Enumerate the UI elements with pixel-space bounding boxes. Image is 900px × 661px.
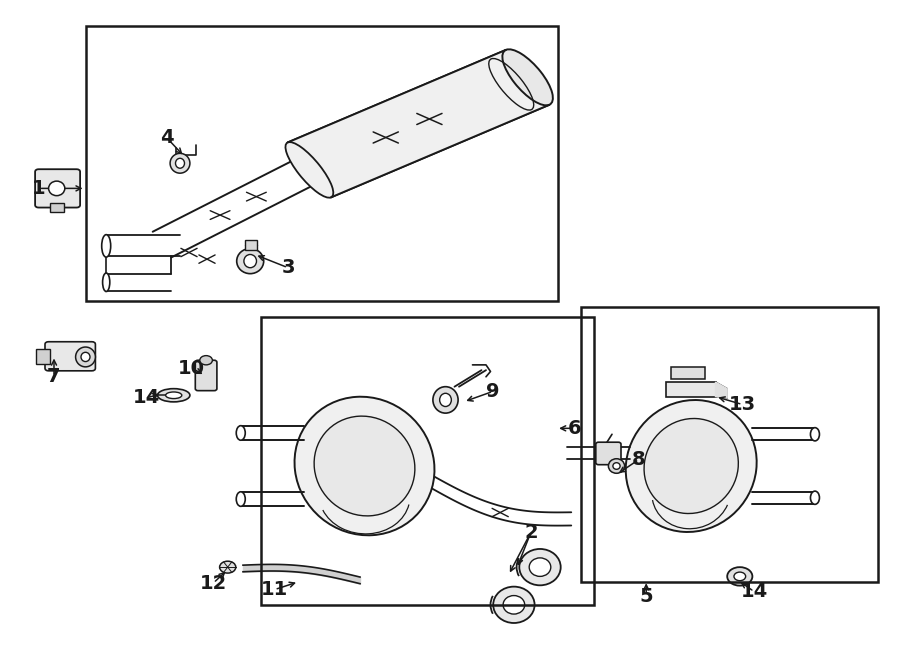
Ellipse shape <box>608 459 625 473</box>
Polygon shape <box>288 50 549 198</box>
Ellipse shape <box>200 356 212 365</box>
Polygon shape <box>716 382 727 398</box>
Bar <box>580 307 878 582</box>
Bar <box>245 240 257 250</box>
Text: 10: 10 <box>178 359 205 377</box>
Text: 5: 5 <box>639 587 653 605</box>
Ellipse shape <box>49 181 65 196</box>
Ellipse shape <box>285 142 333 198</box>
FancyBboxPatch shape <box>45 342 95 371</box>
Text: 12: 12 <box>200 574 227 592</box>
Ellipse shape <box>103 273 110 292</box>
Ellipse shape <box>493 587 535 623</box>
Ellipse shape <box>502 50 553 105</box>
Ellipse shape <box>170 153 190 173</box>
Ellipse shape <box>503 596 525 614</box>
Ellipse shape <box>433 387 458 413</box>
Bar <box>50 203 64 212</box>
Text: 4: 4 <box>159 128 174 147</box>
Text: 1: 1 <box>32 179 46 198</box>
Ellipse shape <box>294 397 435 535</box>
Bar <box>36 349 50 364</box>
Ellipse shape <box>176 159 184 168</box>
FancyBboxPatch shape <box>195 360 217 391</box>
FancyBboxPatch shape <box>35 169 80 208</box>
FancyBboxPatch shape <box>596 442 621 465</box>
Text: 9: 9 <box>487 382 500 401</box>
Ellipse shape <box>727 567 752 586</box>
Ellipse shape <box>236 492 245 506</box>
Ellipse shape <box>810 491 819 504</box>
Text: 6: 6 <box>567 419 581 438</box>
Ellipse shape <box>519 549 561 586</box>
Circle shape <box>220 561 236 573</box>
Text: 11: 11 <box>261 580 288 599</box>
Text: 7: 7 <box>47 368 61 386</box>
Ellipse shape <box>626 400 757 532</box>
Bar <box>670 367 705 379</box>
Ellipse shape <box>529 558 551 576</box>
Ellipse shape <box>166 392 182 399</box>
Ellipse shape <box>810 428 819 441</box>
Text: 14: 14 <box>741 582 768 601</box>
Ellipse shape <box>314 416 415 516</box>
Text: 13: 13 <box>729 395 756 414</box>
Bar <box>86 26 558 301</box>
Bar <box>261 317 594 605</box>
Ellipse shape <box>734 572 745 580</box>
Text: 8: 8 <box>632 450 646 469</box>
Ellipse shape <box>237 249 264 274</box>
Ellipse shape <box>244 254 256 268</box>
Text: 14: 14 <box>133 389 160 407</box>
Ellipse shape <box>76 347 95 367</box>
Ellipse shape <box>613 463 620 469</box>
Ellipse shape <box>439 393 452 407</box>
Ellipse shape <box>644 418 738 514</box>
Ellipse shape <box>236 426 245 440</box>
Text: 3: 3 <box>281 258 295 277</box>
Ellipse shape <box>81 352 90 362</box>
Ellipse shape <box>158 389 190 402</box>
Ellipse shape <box>102 235 111 257</box>
Text: 2: 2 <box>524 523 538 541</box>
Bar <box>666 382 716 397</box>
